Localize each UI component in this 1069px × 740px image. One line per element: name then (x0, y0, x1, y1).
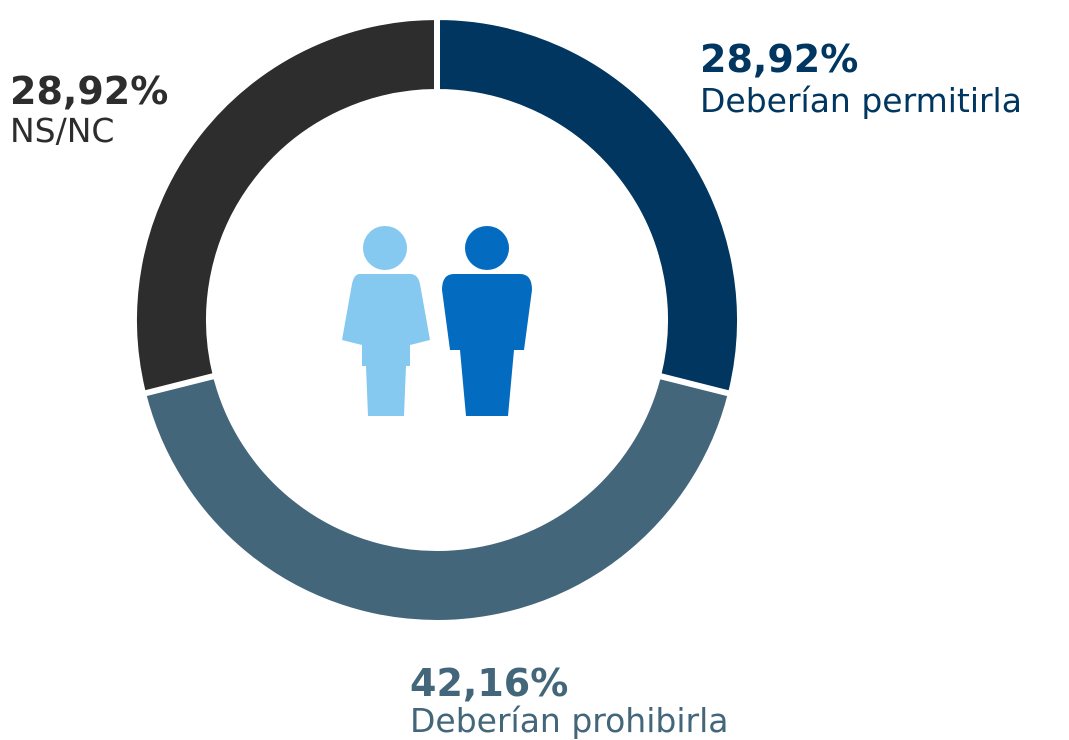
donut-segment (131, 13, 440, 398)
donut-segment (434, 13, 743, 398)
woman-head (363, 226, 407, 270)
category-label: NS/NC (10, 111, 114, 150)
people-icon (342, 226, 532, 416)
category-label: Deberían permitirla (700, 81, 1022, 120)
man-head (465, 226, 509, 270)
value-label: 28,92% (10, 69, 168, 113)
value-label: 42,16% (410, 661, 568, 705)
donut-segment (139, 371, 735, 627)
man-body (442, 274, 532, 416)
value-label: 28,92% (700, 37, 858, 81)
woman-body (342, 274, 430, 416)
category-label: Deberían prohibirla (410, 701, 728, 740)
